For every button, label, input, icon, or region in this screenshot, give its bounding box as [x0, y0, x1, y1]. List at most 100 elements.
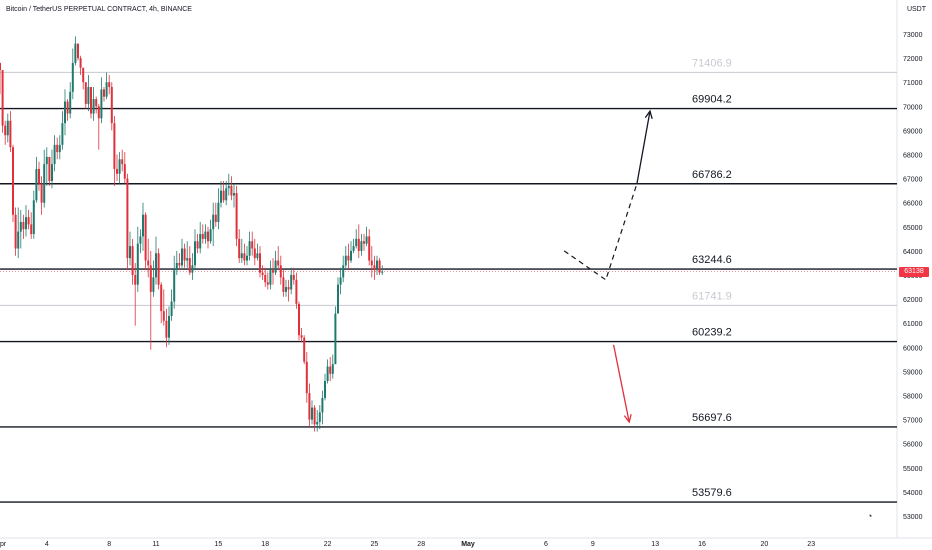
down-arrow-shaft: [612, 344, 630, 423]
candle-body: [87, 87, 90, 104]
candle-body: [230, 185, 233, 196]
time-tick-label: 25: [371, 541, 379, 548]
time-tick-label: 11: [152, 541, 159, 548]
candle-body: [209, 229, 212, 242]
chart-title: Bitcoin / TetherUS PERPETUAL CONTRACT, 4…: [6, 6, 192, 13]
candle-body: [22, 221, 25, 230]
candle-body: [212, 214, 215, 230]
candle-body: [282, 277, 285, 292]
tradingview-logo-icon[interactable]: ◔: [867, 511, 873, 521]
candle-body: [32, 200, 35, 235]
candle-body: [58, 144, 61, 153]
candle-body: [266, 282, 269, 285]
price-tick-label: 68000: [903, 153, 923, 160]
candle-body: [365, 236, 368, 244]
candle-body: [287, 287, 290, 290]
candle-body: [227, 185, 230, 189]
level-label: 69904.2: [692, 94, 732, 106]
time-tick-label: 16: [698, 541, 706, 548]
candle-body: [162, 311, 165, 321]
candle-body: [103, 89, 105, 97]
candle-body: [27, 217, 30, 225]
candle-body: [264, 275, 267, 283]
candle-body: [84, 82, 87, 104]
price-tick-label: 71000: [903, 80, 923, 87]
candle-body: [360, 241, 363, 251]
time-tick-label: 23: [807, 541, 815, 548]
candle-body: [292, 275, 295, 280]
projection-drawings: [563, 109, 653, 424]
candle-body: [378, 260, 381, 273]
candle-body: [74, 43, 77, 63]
time-tick-label: 18: [261, 541, 269, 548]
candle-body: [126, 178, 129, 259]
projection-dashed-path: [563, 183, 638, 281]
candle-body: [370, 260, 373, 266]
candle-body: [97, 106, 100, 119]
candle-body: [217, 202, 220, 222]
time-tick-label: 20: [761, 541, 769, 548]
price-tick-label: 57000: [903, 418, 923, 425]
candle-body: [357, 238, 360, 251]
price-tick-label: 65000: [903, 225, 923, 232]
candle-body: [311, 407, 313, 420]
time-tick-label: 9: [591, 541, 595, 548]
candle-body: [113, 123, 116, 169]
candle-body: [155, 253, 157, 278]
price-tick-label: 66000: [903, 201, 923, 208]
candle-body: [290, 275, 293, 290]
candle-body: [147, 260, 150, 266]
candle-body: [373, 265, 376, 271]
down-arrow-head: [623, 414, 632, 424]
candle-body: [240, 253, 243, 259]
candle-body: [243, 253, 246, 261]
time-axis[interactable]: pr 4 8 11 15 18 22 25 28 May 6 9 13 16 20 23: [0, 541, 815, 548]
candle-body: [144, 214, 147, 261]
candle-body: [318, 412, 321, 423]
candle-body: [259, 253, 261, 273]
price-tick-label: 72000: [903, 56, 923, 63]
candle-body: [313, 407, 316, 425]
up-arrow-head: [644, 109, 653, 120]
level-label: 66786.2: [692, 169, 732, 181]
candle-body: [105, 82, 108, 97]
candle-body: [40, 183, 43, 203]
currency-label: USDT: [906, 6, 926, 13]
candle-body: [168, 315, 170, 338]
candle-body: [160, 284, 163, 312]
candle-body: [344, 255, 347, 266]
time-tick-label: 6: [544, 541, 548, 548]
candle-body: [92, 99, 95, 114]
time-tick-label: 4: [45, 541, 49, 548]
candle-body: [66, 101, 69, 114]
level-label: 53579.6: [692, 487, 732, 499]
candle-body: [110, 87, 113, 124]
time-tick-label: May: [461, 541, 475, 548]
candle-body: [355, 238, 358, 247]
candle-body: [121, 159, 124, 165]
candle-body: [303, 337, 306, 362]
candle-body: [35, 168, 38, 201]
level-label: 60239.2: [692, 327, 732, 339]
candle-body: [316, 422, 319, 425]
candle-body: [152, 277, 155, 292]
price-tick-label: 54000: [903, 490, 923, 497]
candle-body: [222, 190, 225, 201]
candle-body: [116, 168, 118, 174]
candle-body: [251, 241, 254, 249]
level-label: 71406.9: [692, 57, 732, 69]
candle-body: [199, 234, 202, 249]
candle-body: [324, 381, 326, 398]
candle-body: [196, 241, 199, 249]
candle-body: [279, 265, 282, 278]
time-tick-label: 15: [215, 541, 223, 548]
candle-body: [129, 246, 131, 259]
candle-body: [339, 277, 342, 285]
candle-body: [157, 253, 160, 285]
candle-body: [14, 214, 17, 249]
candle-body: [233, 193, 235, 196]
candle-body: [305, 361, 308, 394]
price-tick-label: 55000: [903, 466, 923, 473]
candle-body: [100, 89, 103, 119]
